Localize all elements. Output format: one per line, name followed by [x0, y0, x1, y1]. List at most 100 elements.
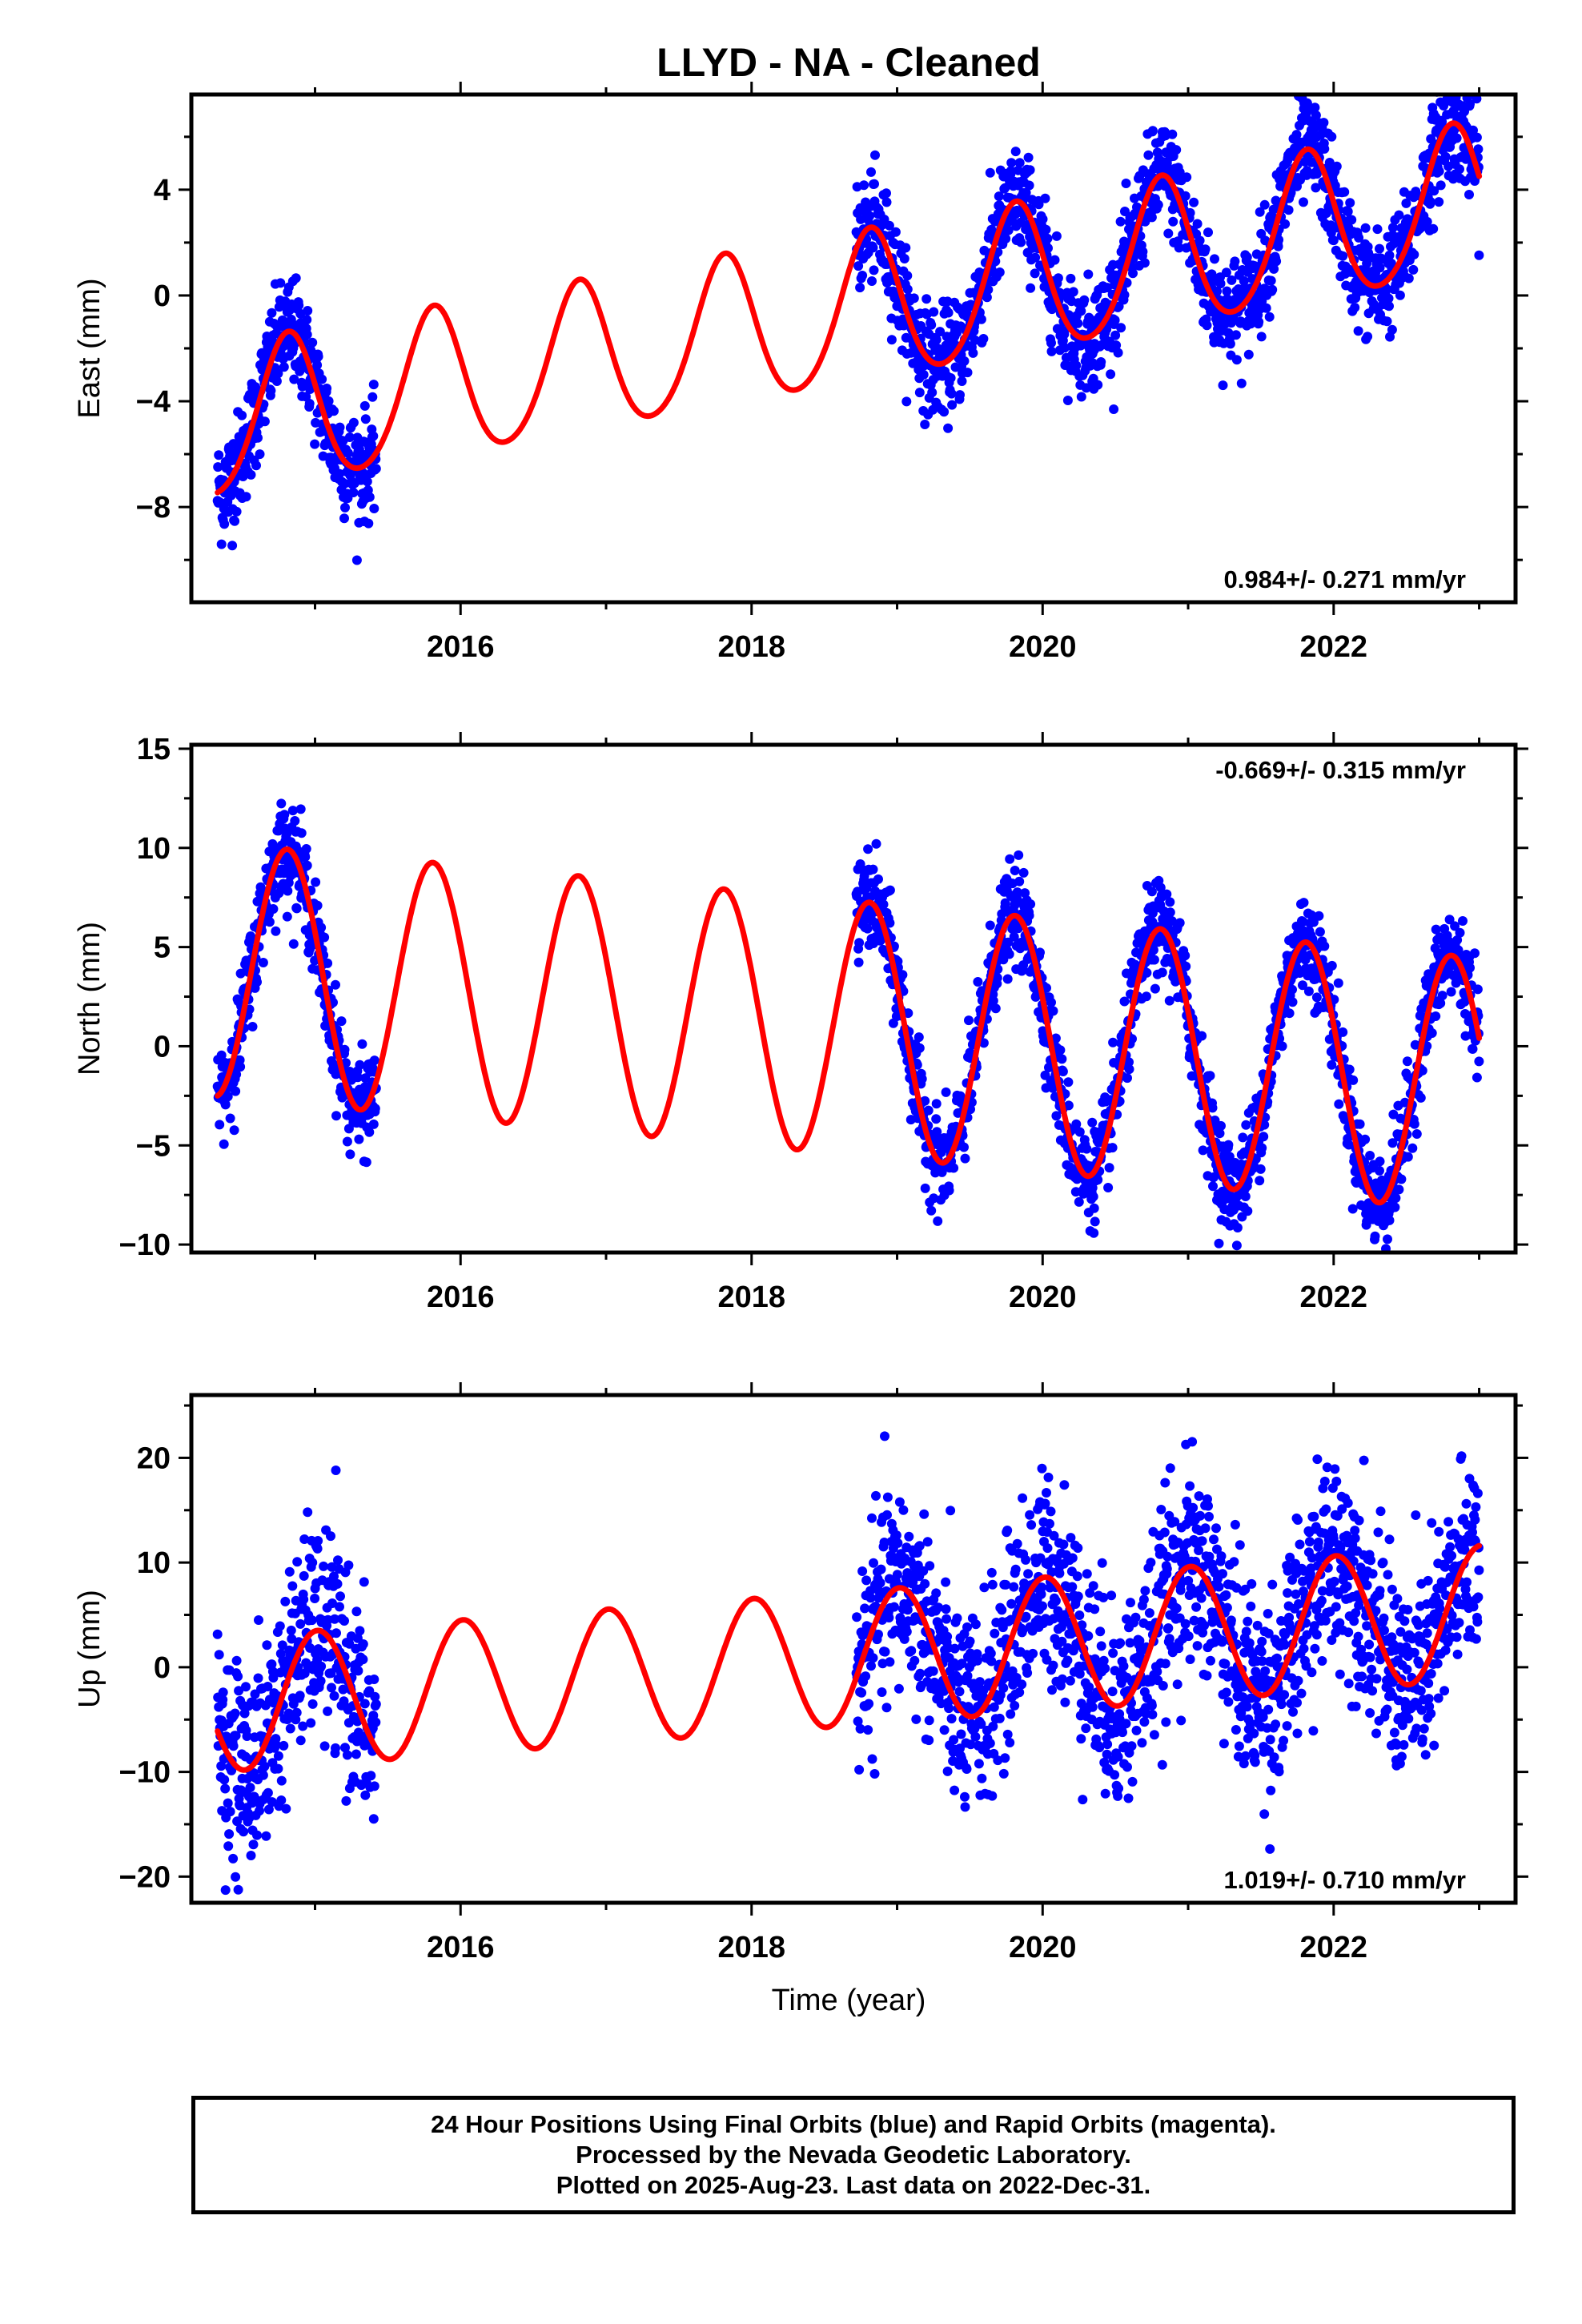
data-point [902, 284, 913, 295]
data-point [230, 1708, 240, 1719]
data-point [1102, 283, 1113, 293]
data-point [854, 938, 865, 948]
y-tick-label: −8 [136, 491, 171, 525]
data-point [1255, 1176, 1265, 1186]
data-point [1222, 286, 1232, 296]
data-point [868, 1653, 878, 1663]
data-point [1180, 191, 1191, 201]
data-point [1396, 1174, 1407, 1184]
data-point [340, 502, 350, 513]
data-point [1021, 1554, 1031, 1565]
data-point [227, 541, 238, 551]
data-point [1242, 252, 1252, 263]
data-point [1143, 150, 1154, 160]
data-point [296, 828, 307, 838]
data-point [897, 970, 908, 980]
data-point [247, 1022, 258, 1031]
data-point [1002, 1729, 1013, 1739]
data-point [1403, 1152, 1413, 1162]
x-tick-label: 2018 [717, 1281, 785, 1314]
data-point [1427, 1028, 1437, 1038]
data-point [245, 1783, 255, 1793]
data-point [1435, 180, 1446, 191]
data-point [1059, 329, 1070, 340]
data-point [235, 968, 246, 979]
data-point [909, 293, 919, 304]
data-point [359, 400, 370, 411]
data-point [1303, 986, 1314, 996]
data-point [1394, 210, 1404, 220]
data-point [1468, 125, 1478, 135]
data-point [1331, 161, 1342, 171]
data-point [855, 283, 865, 293]
data-point [988, 995, 998, 1006]
data-point [229, 1125, 239, 1136]
data-point [920, 1578, 930, 1589]
data-point [1372, 224, 1383, 235]
data-point [1035, 947, 1045, 958]
data-point [884, 1613, 894, 1622]
data-point [1104, 1163, 1114, 1173]
data-point [1266, 275, 1276, 286]
data-point [1139, 258, 1150, 268]
data-point [1132, 202, 1142, 212]
data-point [1174, 243, 1184, 253]
data-point [239, 1827, 249, 1837]
data-point [1387, 324, 1397, 335]
data-point [322, 384, 332, 393]
data-point [275, 278, 286, 288]
data-point [1047, 1685, 1057, 1695]
data-point [1363, 332, 1373, 342]
data-point [982, 292, 992, 303]
data-point [319, 1741, 330, 1751]
data-point [1005, 1738, 1015, 1747]
data-point [871, 838, 881, 849]
data-point [344, 432, 355, 442]
data-point [1128, 268, 1138, 279]
data-point [1165, 897, 1175, 907]
data-point [1028, 1648, 1038, 1659]
data-point [1050, 255, 1060, 265]
data-point [290, 816, 300, 826]
data-point [869, 1558, 878, 1568]
data-point [1431, 1011, 1441, 1021]
data-point [1210, 254, 1219, 264]
data-point [902, 271, 913, 281]
data-point [369, 1781, 379, 1791]
data-point [371, 1717, 381, 1727]
data-point [1437, 991, 1447, 1001]
data-point [367, 392, 378, 402]
data-point [1003, 937, 1014, 947]
data-point [946, 388, 957, 399]
y-tick-label: 0 [154, 279, 171, 313]
data-point [898, 1505, 909, 1515]
x-tick-label: 2020 [1009, 1281, 1077, 1314]
data-point [282, 911, 292, 922]
data-point [1043, 1472, 1054, 1482]
data-point [892, 1570, 902, 1580]
data-point [1383, 1234, 1392, 1244]
data-point [223, 1092, 233, 1102]
data-point [1271, 256, 1282, 267]
data-point [345, 1149, 355, 1160]
data-point [1079, 295, 1090, 305]
data-point [1348, 1075, 1359, 1085]
data-point [364, 492, 375, 502]
data-point [928, 1666, 938, 1676]
data-point [231, 506, 242, 517]
data-point [903, 1008, 913, 1019]
data-point [870, 150, 880, 160]
data-point [271, 376, 282, 386]
data-point [868, 243, 878, 253]
data-point [287, 1581, 298, 1591]
data-point [947, 400, 958, 410]
data-point [885, 918, 895, 928]
data-point [310, 439, 320, 449]
data-point [1023, 152, 1034, 163]
data-point [1093, 380, 1103, 390]
data-point [1446, 81, 1456, 90]
data-point [1468, 1043, 1478, 1054]
data-point [1238, 1132, 1248, 1143]
data-point [1232, 1223, 1243, 1232]
data-point [307, 1699, 318, 1709]
